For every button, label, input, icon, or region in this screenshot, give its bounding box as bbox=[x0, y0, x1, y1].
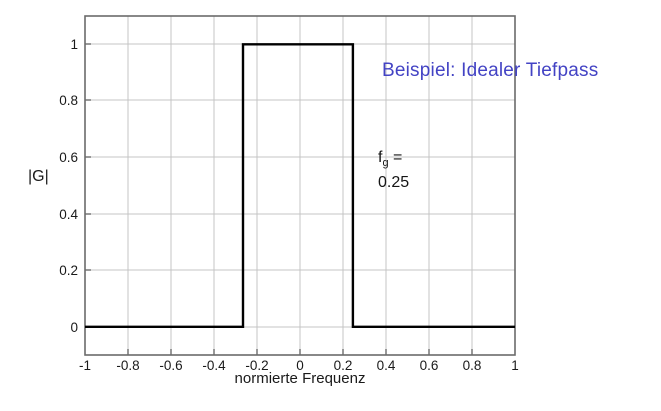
cutoff-symbol-line: fg = bbox=[378, 148, 409, 173]
xtick-label: 0.2 bbox=[333, 358, 353, 373]
xtick-label: -0.2 bbox=[245, 358, 269, 373]
xtick-label: 0 bbox=[296, 358, 304, 373]
xtick-label: -1 bbox=[78, 358, 91, 373]
cutoff-symbol: f bbox=[378, 149, 383, 166]
ytick-label: 0.8 bbox=[59, 93, 78, 108]
cutoff-frequency-annotation: fg = 0.25 bbox=[378, 148, 409, 192]
ytick-label: 1 bbox=[70, 37, 78, 52]
ytick-label: 0.6 bbox=[59, 150, 78, 165]
xtick-label: 0.8 bbox=[462, 358, 482, 373]
chart-title: Beispiel: Idealer Tiefpass bbox=[382, 60, 599, 81]
y-axis-label: |G| bbox=[28, 168, 49, 185]
xtick-label: 0.6 bbox=[419, 358, 439, 373]
ytick-label: 0.4 bbox=[59, 207, 78, 222]
plot-gridlines bbox=[85, 16, 515, 355]
cutoff-value: 0.25 bbox=[378, 174, 410, 191]
axis-ticks bbox=[85, 43, 473, 355]
xtick-label: 0.4 bbox=[376, 358, 396, 373]
data-series-magnitude bbox=[85, 43, 515, 328]
ytick-label: 0 bbox=[70, 320, 78, 335]
ytick-label: 0.2 bbox=[59, 263, 78, 278]
cutoff-equals: = bbox=[393, 149, 403, 166]
xtick-label: 1 bbox=[511, 358, 519, 373]
xtick-label: -0.4 bbox=[202, 358, 226, 373]
cutoff-subscript: g bbox=[382, 157, 389, 169]
x-axis-label: normierte Frequenz bbox=[234, 370, 366, 387]
xtick-label: -0.6 bbox=[159, 358, 183, 373]
xtick-label: -0.8 bbox=[116, 358, 140, 373]
